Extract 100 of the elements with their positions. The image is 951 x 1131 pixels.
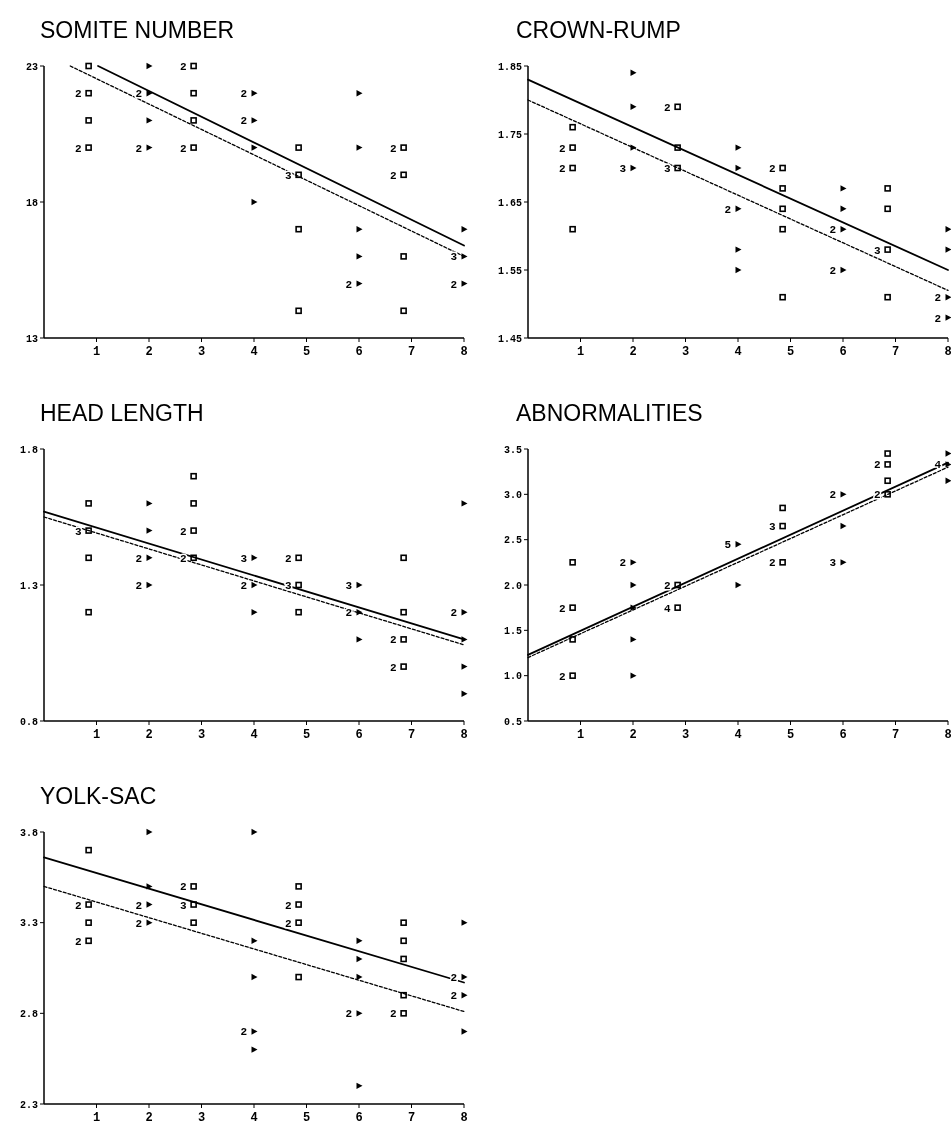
y-tick-label: 2.8 — [19, 1008, 38, 1020]
annotation: 2 — [390, 1008, 397, 1021]
point — [190, 883, 197, 890]
annotation: 2 — [390, 142, 397, 155]
point — [85, 117, 92, 124]
x-tick-label: 3 — [197, 345, 206, 359]
annotation: 2 — [934, 312, 941, 325]
point — [190, 144, 197, 151]
annotation: 2 — [240, 88, 247, 101]
annotation: 2 — [180, 881, 187, 894]
annotation: 2 — [559, 602, 566, 615]
point — [884, 450, 891, 457]
annotation: 2 — [724, 203, 731, 216]
point — [400, 919, 407, 926]
annotation: 2 — [285, 899, 292, 912]
point — [569, 144, 576, 151]
point — [779, 205, 786, 213]
x-tick-label: 5 — [786, 728, 795, 742]
y-tick-label: 1.8 — [19, 444, 38, 456]
x-tick-label: 8 — [460, 728, 468, 742]
point — [85, 846, 92, 854]
point — [146, 62, 153, 70]
chart-title: ABNORMALITIES — [516, 400, 703, 426]
x-tick-label: 5 — [302, 728, 311, 742]
y-tick-label: 0.5 — [503, 716, 522, 728]
annotation: 2 — [450, 278, 457, 291]
y-tick-label: 23 — [25, 61, 38, 73]
y-tick-label: 1.85 — [497, 61, 522, 73]
annotation: 3 — [450, 251, 458, 264]
annotation: 3 — [240, 552, 248, 565]
point — [146, 581, 153, 589]
point — [295, 581, 302, 589]
point — [146, 828, 153, 836]
x-tick-label: 1 — [576, 345, 585, 359]
point — [884, 205, 891, 213]
annotation: 3 — [874, 244, 882, 257]
annotation: 2 — [75, 935, 82, 948]
point — [884, 293, 891, 301]
x-tick-label: 3 — [197, 728, 206, 742]
annotation: 2 — [135, 917, 142, 930]
point — [251, 198, 258, 206]
annotation: 2 — [75, 142, 82, 155]
point — [400, 1010, 407, 1017]
point — [779, 522, 786, 530]
point — [190, 89, 197, 97]
y-tick-label: 1.3 — [19, 580, 38, 592]
chart-title: YOLK-SAC — [40, 783, 157, 809]
y-tick-label: 1.55 — [497, 265, 522, 277]
x-tick-label: 1 — [576, 728, 585, 742]
point — [190, 472, 197, 480]
point — [295, 307, 302, 315]
x-tick-label: 4 — [734, 728, 742, 742]
annotation: 2 — [390, 661, 397, 674]
annotation: 2 — [769, 163, 776, 175]
x-tick-label: 7 — [407, 1111, 416, 1125]
point — [400, 663, 407, 670]
x-tick-label: 4 — [250, 345, 258, 359]
annotation: 2 — [829, 489, 836, 502]
annotation: 2 — [75, 88, 82, 101]
point — [400, 937, 407, 945]
annotation: 2 — [240, 115, 247, 128]
x-tick-label: 7 — [407, 728, 416, 742]
point — [190, 62, 197, 70]
point — [85, 919, 92, 926]
x-tick-label: 8 — [460, 345, 468, 359]
annotation: 2 — [559, 670, 566, 683]
annotation: 2 — [240, 1026, 247, 1039]
x-tick-label: 4 — [250, 1111, 258, 1125]
annotation: 3 — [180, 899, 188, 912]
annotation: 2 — [180, 525, 187, 538]
point — [569, 164, 576, 172]
y-tick-label: 0.8 — [19, 716, 38, 728]
point — [779, 504, 786, 512]
x-tick-label: 1 — [92, 728, 101, 742]
x-tick-label: 7 — [891, 345, 900, 359]
point — [295, 225, 302, 233]
point — [295, 144, 302, 151]
annotation: 2 — [285, 552, 292, 565]
chart-title: HEAD LENGTH — [40, 400, 204, 426]
annotation: 2 — [769, 557, 776, 570]
x-tick-label: 7 — [407, 345, 416, 359]
x-tick-label: 6 — [839, 728, 847, 742]
annotation: 2 — [135, 899, 142, 912]
annotation: 2 — [135, 580, 142, 592]
annotation: 2 — [345, 1008, 352, 1021]
point — [85, 608, 92, 616]
point — [295, 973, 302, 981]
point — [251, 828, 258, 836]
point — [884, 185, 891, 192]
annotation: 3 — [619, 163, 627, 175]
chart-title: SOMITE NUMBER — [40, 17, 235, 43]
point — [400, 171, 407, 179]
x-tick-label: 4 — [734, 345, 742, 359]
annotation: 4 — [664, 602, 672, 615]
point — [251, 581, 258, 589]
point — [356, 581, 363, 589]
point — [779, 164, 786, 172]
x-tick-label: 3 — [681, 345, 690, 359]
point — [630, 164, 637, 172]
point — [779, 185, 786, 192]
